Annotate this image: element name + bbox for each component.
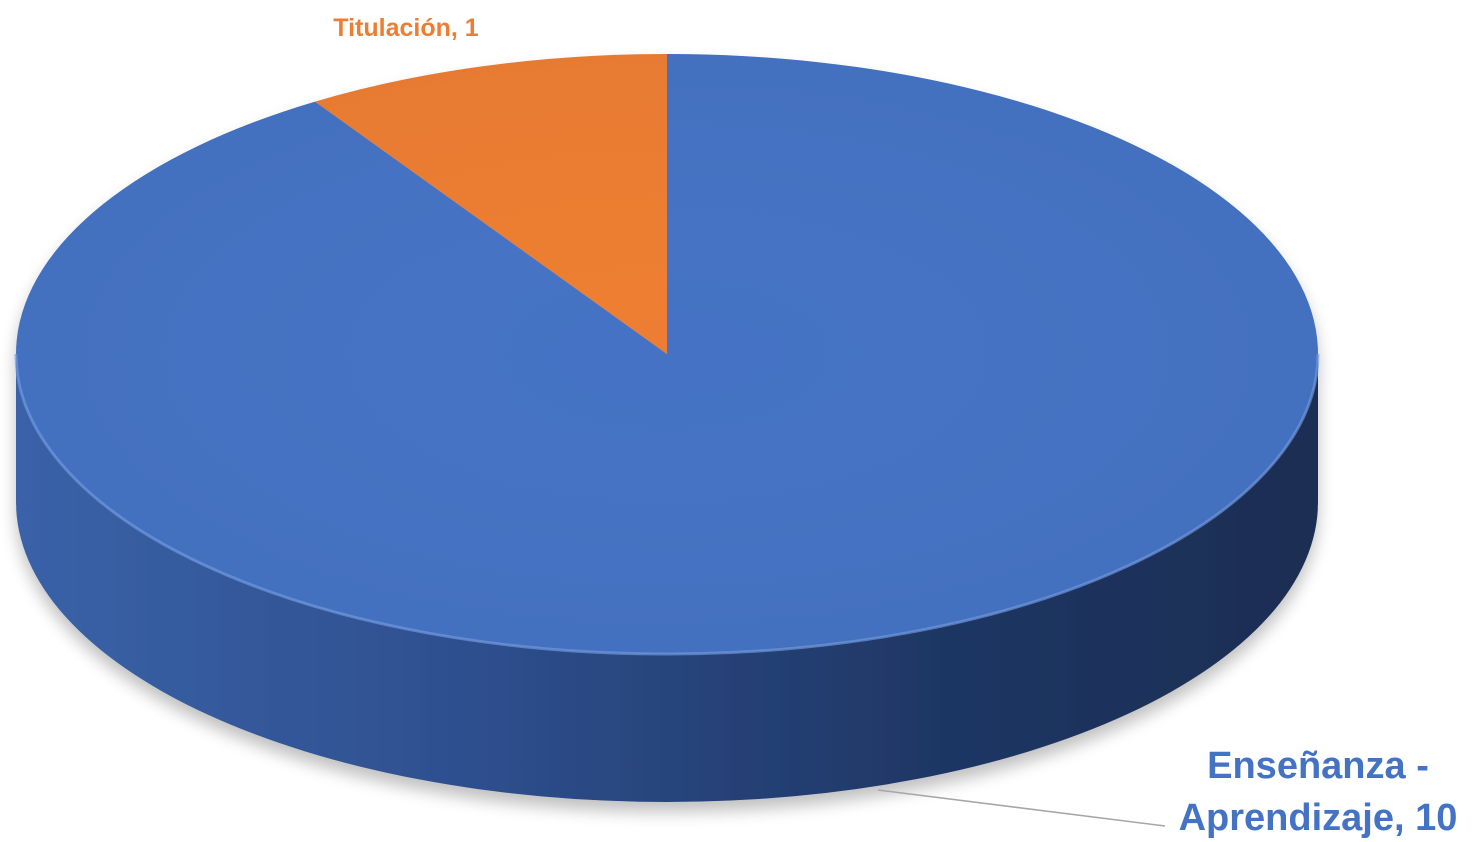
pie-top-shading (16, 54, 1318, 654)
pie-group (14, 54, 1320, 802)
data-labels: Titulación, 1 Enseñanza - Aprendizaje, 1… (333, 14, 1457, 839)
label-ensenanza-line1: Enseñanza - (1207, 745, 1429, 787)
pie-rim-highlight (14, 353, 1320, 656)
label-titulacion: Titulación, 1 (333, 14, 478, 42)
leader-line (877, 789, 1166, 827)
pie-side-wall (16, 354, 1318, 802)
label-ensenanza-line2: Aprendizaje, 10 (1179, 797, 1458, 839)
